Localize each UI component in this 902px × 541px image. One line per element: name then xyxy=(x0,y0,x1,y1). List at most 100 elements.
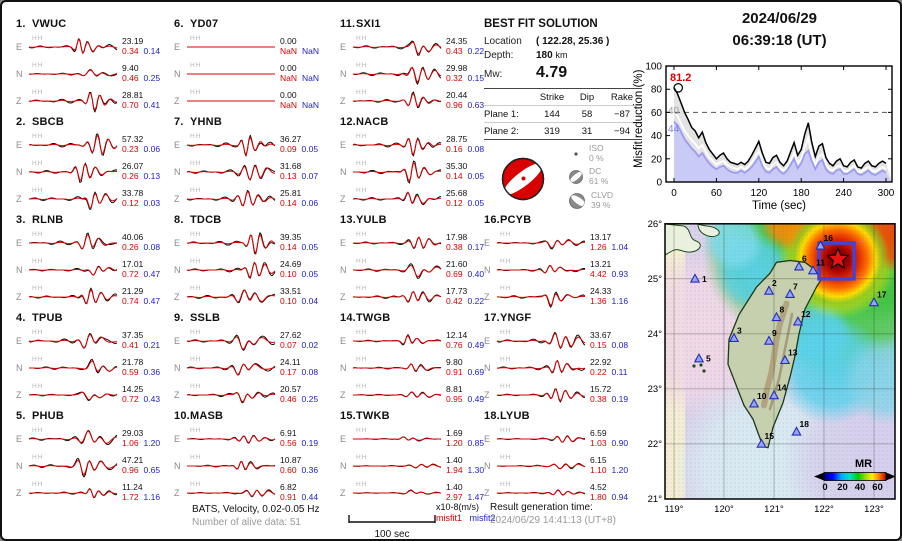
channel-row-e: E HH 12.14 0.76 0.49 xyxy=(340,327,500,354)
band-label: HH xyxy=(356,61,368,69)
gray-start-label: 40 xyxy=(668,106,680,117)
peak-amplitude: 33.51 xyxy=(280,285,302,296)
waveform-plot: HH xyxy=(351,159,443,185)
peak-amplitude: 33.67 xyxy=(590,329,612,340)
channel-values: 21.60 0.69 0.40 xyxy=(446,259,484,279)
channel-row-n: N HH 13.21 4.42 0.93 xyxy=(484,256,652,283)
table-corner xyxy=(484,89,532,106)
misfit2-value: 0.44 xyxy=(301,491,319,502)
station-code: TDCB xyxy=(190,214,222,226)
waveform-plot: HH xyxy=(351,88,443,114)
misfit1-value: 0.13 xyxy=(280,170,297,181)
misfit2-value: 0.65 xyxy=(143,464,161,475)
synthetic-trace xyxy=(186,391,276,402)
misfit2-value: 0.40 xyxy=(467,268,485,279)
channel-values: 25.68 0.12 0.05 xyxy=(446,188,484,208)
band-label: HH xyxy=(190,426,202,434)
synthetic-trace xyxy=(28,38,118,54)
channel-row-n: N HH 21.60 0.69 0.40 xyxy=(340,256,500,283)
map-station-triangle-2 xyxy=(763,285,775,295)
channel-values: 6.91 0.56 0.19 xyxy=(280,428,318,448)
misfit1-value: 0.91 xyxy=(446,366,463,377)
channel-label: Z xyxy=(340,487,346,498)
peak-amplitude: 28.81 xyxy=(122,89,144,100)
waveform-plot: HH xyxy=(27,230,119,256)
amplitude-units: x10-8(m/s) xyxy=(436,502,480,512)
synthetic-trace xyxy=(28,192,118,209)
misfit-values: 0.23 0.06 xyxy=(122,144,160,154)
band-label: HH xyxy=(32,257,44,265)
misfit-values: 0.69 0.40 xyxy=(446,269,484,279)
channel-row-n: N HH 21.78 0.59 0.36 xyxy=(16,354,176,381)
waveform-plot: HH xyxy=(351,328,443,354)
event-time: 06:39:18 (UT) xyxy=(732,31,827,49)
channel-row-e: E HH 24.35 0.43 0.22 xyxy=(340,33,500,60)
channel-row-n: N HH 9.40 0.46 0.25 xyxy=(16,60,176,87)
channel-label: Z xyxy=(484,487,490,498)
location-row: Location ( 122.28, 25.36 ) xyxy=(484,36,648,47)
channel-values: 8.81 0.95 0.49 xyxy=(446,384,484,404)
waveform-column-4-stations: 16.PCYB E HH 13.17 1.26 1.04 N HH 13.21 4.42 0.93 Z… xyxy=(484,214,652,508)
plane2-rake: −94 xyxy=(613,125,631,137)
lat-tick-label: 21° xyxy=(648,494,663,505)
misfit1-value: 0.34 xyxy=(122,45,139,56)
channel-label: Z xyxy=(16,487,22,498)
peak-amplitude: 1.69 xyxy=(446,427,463,438)
misfit-values: NaN NaN xyxy=(280,73,319,83)
synthetic-trace xyxy=(28,487,118,498)
station-code: YHNB xyxy=(190,116,222,128)
misfit-values: 1.80 0.94 xyxy=(590,492,628,502)
peak-amplitude: 28.75 xyxy=(446,133,468,144)
channel-label: N xyxy=(484,460,491,471)
synthetic-trace xyxy=(28,69,118,76)
map-station-triangle-10 xyxy=(748,398,760,408)
synthetic-trace xyxy=(352,362,442,371)
channel-row-n: N HH 24.69 0.10 0.05 xyxy=(174,256,334,283)
station-code: YD07 xyxy=(190,18,219,30)
peak-amplitude: 21.29 xyxy=(122,285,144,296)
station-number: 8. xyxy=(174,214,184,226)
channel-label: Z xyxy=(174,389,180,400)
station-block-MASB: 10.MASB E HH 6.91 0.56 0.19 N HH 10.87 0.60 0.36 Z H… xyxy=(174,410,334,508)
peak-amplitude: 17.98 xyxy=(446,231,468,242)
channel-values: 24.69 0.10 0.05 xyxy=(280,259,318,279)
misfit1-value: 0.42 xyxy=(446,295,463,306)
channel-row-e: E HH 36.27 0.09 0.05 xyxy=(174,131,334,158)
waveform-plot: HH xyxy=(185,88,277,114)
waveform-plot: HH xyxy=(351,480,443,506)
channel-label: N xyxy=(340,166,347,177)
peak-amplitude: 29.98 xyxy=(446,62,468,73)
channel-label: N xyxy=(340,460,347,471)
best-fit-solution-panel: BEST FIT SOLUTION Location ( 122.28, 25.… xyxy=(484,18,648,214)
misfit-values: 0.09 0.05 xyxy=(280,144,318,154)
peak-amplitude: 40.06 xyxy=(122,231,144,242)
misfit-values: 0.10 0.05 xyxy=(280,269,318,279)
channel-label: N xyxy=(174,68,181,79)
misfit1-value: 0.07 xyxy=(280,339,297,350)
station-header: 7. YHNB xyxy=(174,116,334,131)
band-label: HH xyxy=(356,159,368,167)
channel-label: E xyxy=(174,335,181,346)
waveform-plot: HH xyxy=(185,355,277,381)
channel-values: 29.03 1.06 1.20 xyxy=(122,428,160,448)
station-number: 6. xyxy=(174,18,184,30)
station-block-TDCB: 8. TDCB E HH 39.35 0.14 0.05 N HH 24.69 0.10 0.05 Z H… xyxy=(174,214,334,312)
synthetic-trace xyxy=(28,391,118,400)
plane1-dip: 58 xyxy=(572,106,602,123)
misfit2-value: 0.14 xyxy=(143,45,161,56)
synthetic-trace xyxy=(496,489,586,495)
synthetic-trace xyxy=(353,390,442,398)
location-value: ( 122.28, 25.36 ) xyxy=(536,36,610,47)
peak-amplitude: 23.19 xyxy=(122,35,144,46)
iso-pct: 0 % xyxy=(589,152,604,163)
misfit2-value: 0.36 xyxy=(143,366,161,377)
blue-start-label: 44 xyxy=(668,124,680,135)
waveform-plot: HH xyxy=(495,230,587,256)
misfit1-value: 1.06 xyxy=(122,437,139,448)
synthetic-trace xyxy=(186,135,276,156)
misfit1-value: 2.97 xyxy=(446,491,463,502)
waveform-plot: HH xyxy=(27,284,119,310)
channel-values: 33.51 0.10 0.04 xyxy=(280,285,318,306)
band-label: HH xyxy=(356,88,368,96)
